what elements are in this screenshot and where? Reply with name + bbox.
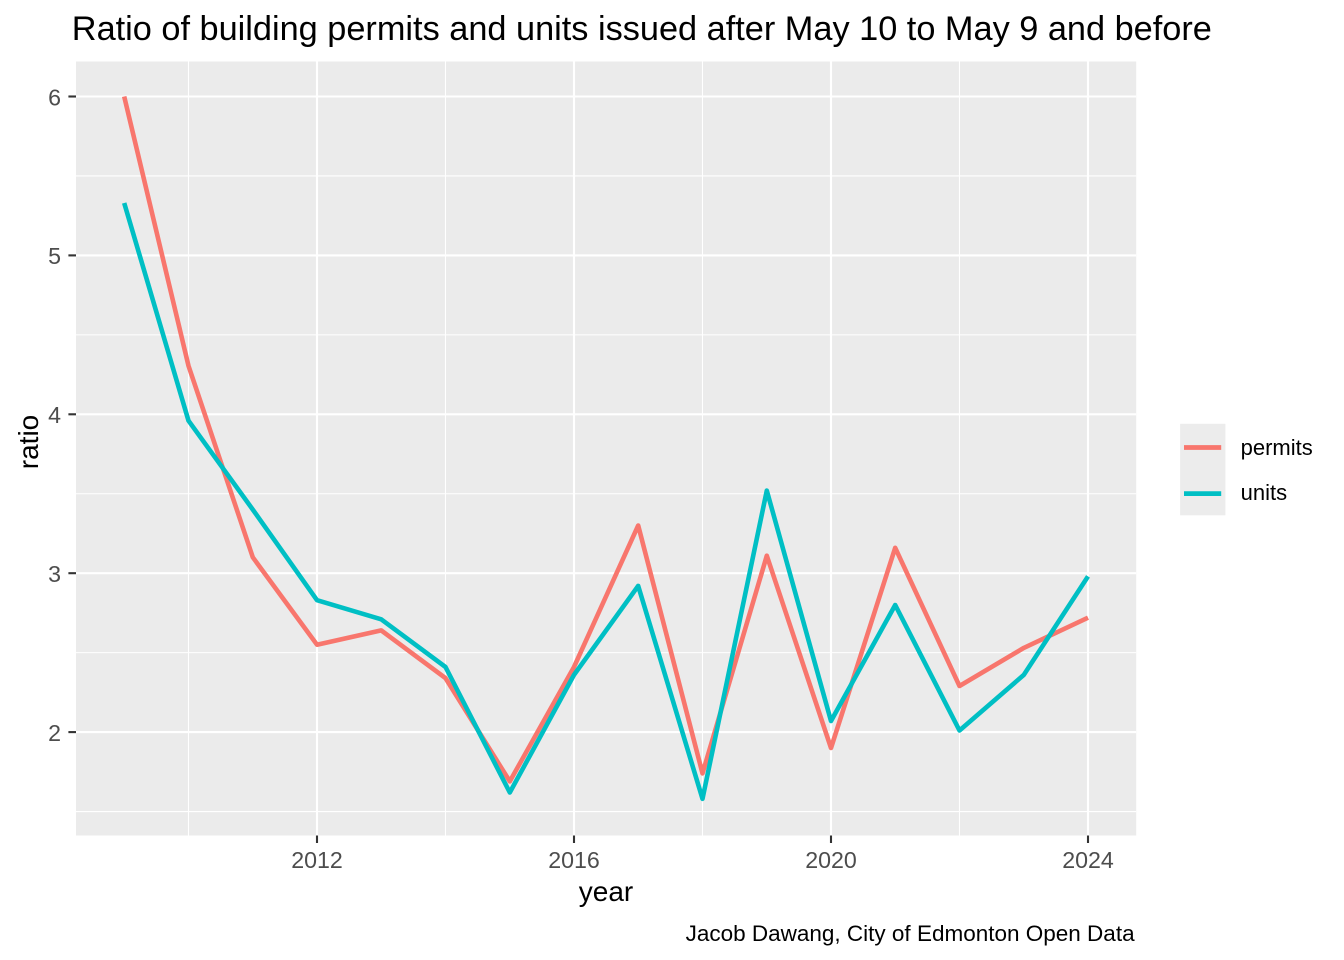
svg-text:3: 3	[48, 561, 61, 587]
svg-text:permits: permits	[1241, 435, 1313, 460]
svg-text:2016: 2016	[548, 847, 600, 873]
svg-text:5: 5	[48, 243, 61, 269]
svg-text:units: units	[1241, 480, 1287, 505]
svg-text:Jacob Dawang, City of Edmonton: Jacob Dawang, City of Edmonton Open Data	[686, 921, 1135, 946]
svg-text:6: 6	[48, 84, 61, 110]
svg-text:2020: 2020	[805, 847, 857, 873]
svg-text:4: 4	[48, 402, 61, 428]
svg-text:ratio: ratio	[13, 415, 44, 469]
svg-text:2012: 2012	[291, 847, 343, 873]
svg-text:2024: 2024	[1062, 847, 1114, 873]
svg-text:2: 2	[48, 720, 61, 746]
svg-text:year: year	[579, 876, 633, 907]
svg-text:Ratio of building permits and: Ratio of building permits and units issu…	[72, 10, 1212, 48]
